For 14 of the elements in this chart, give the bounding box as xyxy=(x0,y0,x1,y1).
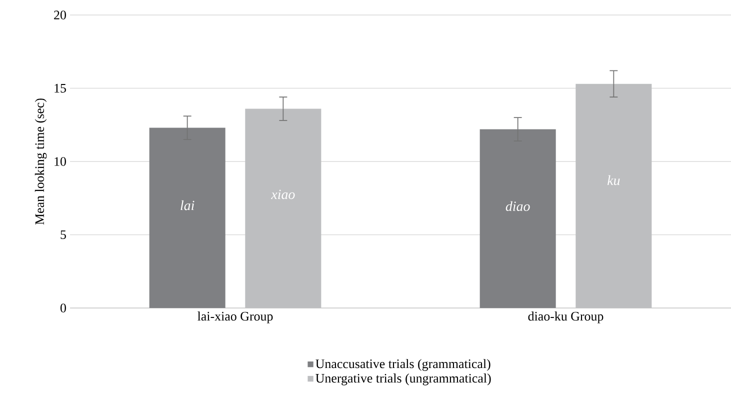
x-tick-label: diao-ku Group xyxy=(528,312,604,324)
annotation: lai xyxy=(180,200,194,210)
y-tick-label: 0 xyxy=(60,304,66,312)
y-tick-label: 20 xyxy=(54,10,66,20)
y-tick-label: 5 xyxy=(60,230,66,240)
annotation: diao xyxy=(506,201,530,212)
annotation: xiao xyxy=(270,190,295,200)
annotation: ku xyxy=(608,175,620,186)
legend-label: Unergative trials (ungrammatical) xyxy=(316,374,491,386)
y-axis-title: Mean looking time (sec) xyxy=(34,98,47,225)
x-tick-label: lai-xiao Group xyxy=(198,312,273,324)
y-tick-label: 15 xyxy=(54,84,66,93)
y-tick-label: 10 xyxy=(54,157,66,166)
legend-label: Unaccusative trials (grammatical) xyxy=(316,359,490,371)
